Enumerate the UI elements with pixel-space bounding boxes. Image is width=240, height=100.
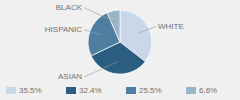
legend-swatch bbox=[6, 87, 16, 94]
legend-label: 25.5% bbox=[139, 86, 162, 95]
pie bbox=[88, 10, 152, 74]
leader-line bbox=[84, 62, 118, 77]
legend-label: 35.5% bbox=[19, 86, 42, 95]
legend: 35.5% 32.4% 25.5% 6.6% bbox=[6, 86, 217, 95]
chart: WHITE ASIAN HISPANIC BLACK 35.5% 32.4% 25.5% 6.… bbox=[0, 0, 240, 100]
slice-label: HISPANIC bbox=[45, 25, 82, 34]
leader-line bbox=[84, 30, 101, 35]
background bbox=[0, 0, 240, 100]
leader-line bbox=[84, 8, 116, 23]
leader-line bbox=[138, 27, 156, 34]
slice bbox=[107, 10, 120, 42]
legend-swatch bbox=[126, 87, 136, 94]
legend-swatch bbox=[66, 87, 76, 94]
legend-label: 32.4% bbox=[79, 86, 102, 95]
legend-swatch bbox=[186, 87, 196, 94]
slice-label: BLACK bbox=[56, 3, 83, 12]
slice-label: ASIAN bbox=[58, 72, 82, 81]
slice-label: WHITE bbox=[158, 22, 184, 31]
legend-label: 6.6% bbox=[199, 86, 217, 95]
